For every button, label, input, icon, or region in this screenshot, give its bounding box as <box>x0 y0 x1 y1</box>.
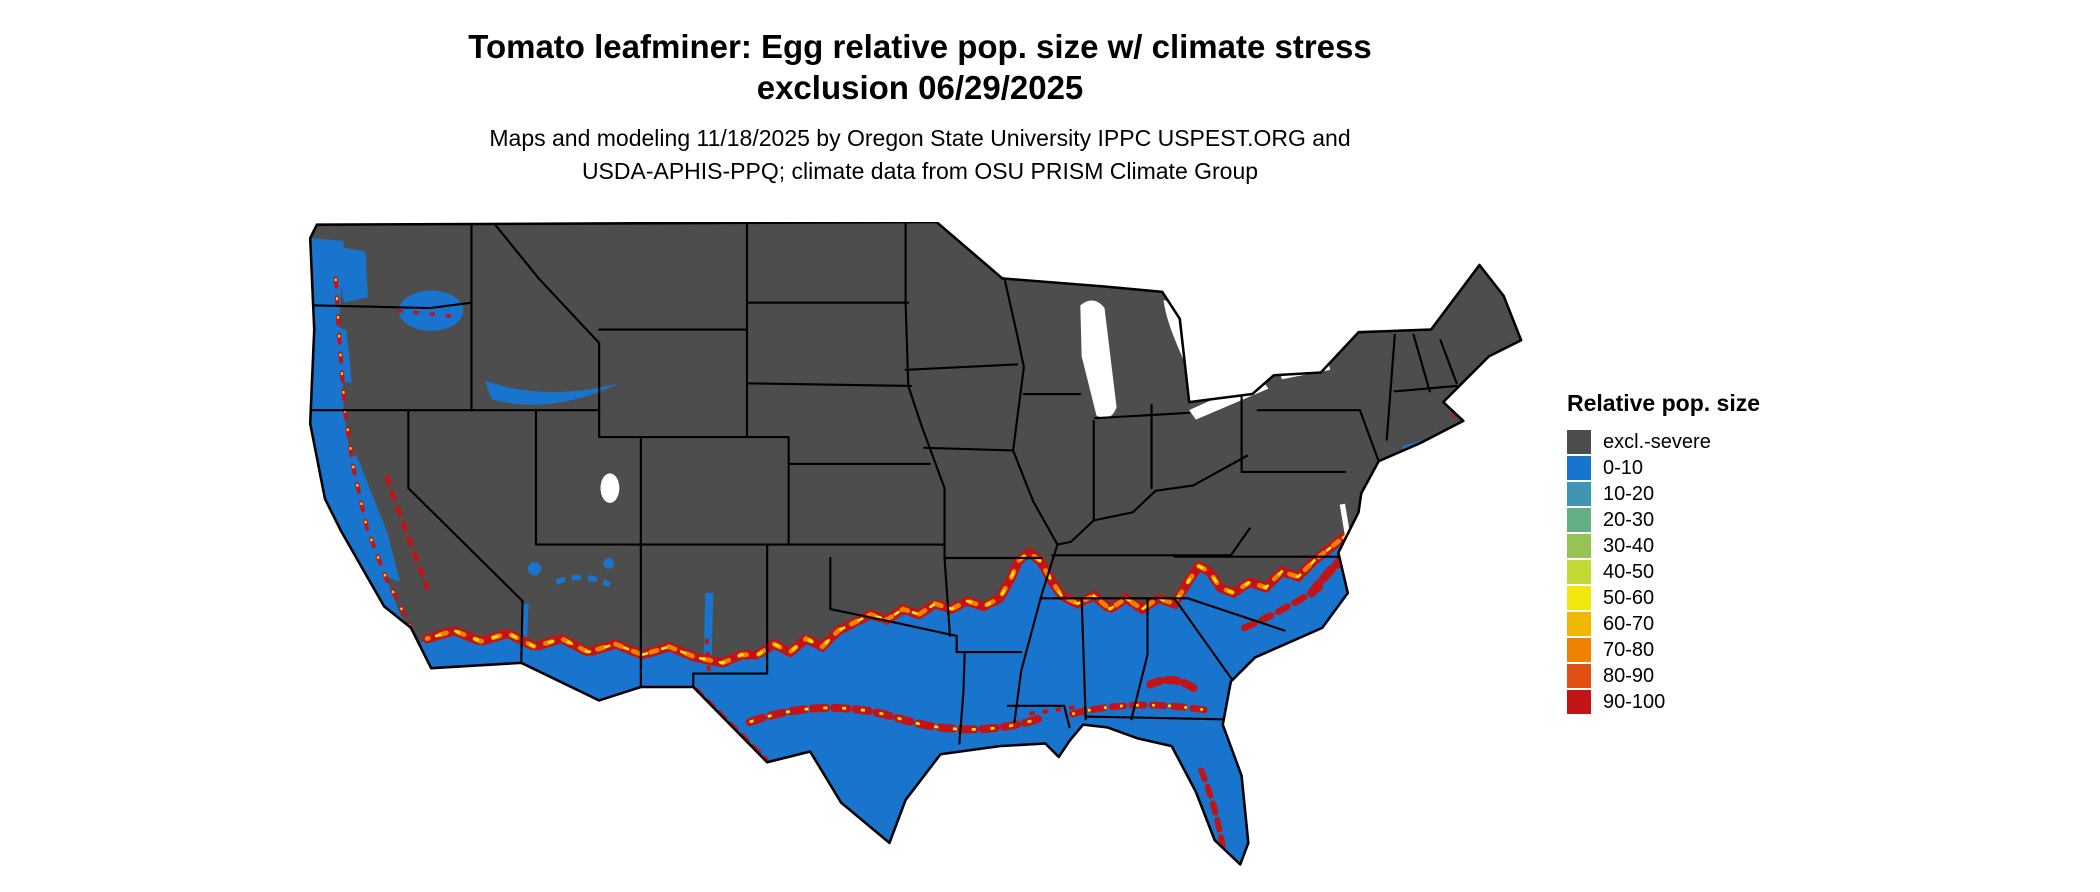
columbia-basin-region <box>398 290 464 331</box>
legend-item: excl.-severe <box>1567 429 1760 455</box>
legend-label: 60-70 <box>1603 613 1655 635</box>
georgia-florida-band <box>1068 701 1216 718</box>
great-salt-lake <box>600 473 620 503</box>
legend-item: 80-90 <box>1567 663 1760 689</box>
legend-swatch <box>1567 664 1591 688</box>
legend-item: 0-10 <box>1567 455 1760 481</box>
legend-swatch <box>1567 482 1591 506</box>
state-borders <box>310 222 1458 745</box>
legend-item: 20-30 <box>1567 507 1760 533</box>
legend-item: 10-20 <box>1567 481 1760 507</box>
legend-label: 0-10 <box>1603 457 1644 479</box>
legend-item: 60-70 <box>1567 611 1760 637</box>
us-map-svg <box>308 222 1523 878</box>
us-map <box>303 222 1527 892</box>
legend-label: 50-60 <box>1603 587 1655 609</box>
vegas-valley-region <box>527 562 542 576</box>
map-subtitle: Maps and modeling 11/18/2025 by Oregon S… <box>0 122 1840 189</box>
louisiana-coast-speckle <box>1028 703 1084 716</box>
legend-swatch <box>1567 508 1591 532</box>
legend-label: 90-100 <box>1603 691 1666 713</box>
legend-swatch <box>1567 586 1591 610</box>
lake-michigan <box>1080 300 1117 419</box>
grand-canyon-region <box>555 574 612 588</box>
puget-lowlands-region <box>335 246 368 303</box>
legend-label: excl.-severe <box>1603 431 1711 453</box>
legend-label: 80-90 <box>1603 665 1655 687</box>
legend-label: 20-30 <box>1603 509 1655 531</box>
legend-swatch <box>1567 638 1591 662</box>
legend-label: 10-20 <box>1603 483 1655 505</box>
legend-swatch <box>1567 456 1591 480</box>
legend-item: 40-50 <box>1567 559 1760 585</box>
legend-label: 70-80 <box>1603 639 1655 661</box>
legend-label: 40-50 <box>1603 561 1655 583</box>
legend-items: excl.-severe 0-10 10-20 20-30 30-40 40-50 50-6… <box>1567 429 1760 715</box>
carolinas-band <box>1240 584 1323 632</box>
map-subtitle-line2: USDA-APHIS-PPQ; climate data from OSU PR… <box>581 158 1259 185</box>
southeast-georgia-cluster <box>1146 676 1200 694</box>
legend-item: 70-80 <box>1567 637 1760 663</box>
legend-swatch <box>1567 690 1591 714</box>
legend-swatch <box>1567 534 1591 558</box>
map-title-line1: Tomato leafminer: Egg relative pop. size… <box>468 28 1372 65</box>
legend-swatch <box>1567 612 1591 636</box>
legend-swatch <box>1567 430 1591 454</box>
coast-range-speckle-yellow <box>334 278 411 626</box>
map-title-line2: exclusion 06/29/2025 <box>756 69 1084 107</box>
sierra-foothills-speckle <box>384 475 430 590</box>
legend-label: 30-40 <box>1603 535 1655 557</box>
map-subtitle-line1: Maps and modeling 11/18/2025 by Oregon S… <box>489 125 1351 151</box>
legend-item: 50-60 <box>1567 585 1760 611</box>
legend-item: 30-40 <box>1567 533 1760 559</box>
florida-ridge-band <box>1198 767 1226 852</box>
legend-title: Relative pop. size <box>1567 390 1761 416</box>
st-george-region <box>603 558 614 569</box>
gulf-texas-band <box>745 703 1050 734</box>
colorado-river-region <box>519 603 529 663</box>
legend-item: 90-100 <box>1567 689 1760 715</box>
florida-keys-speckle <box>1207 875 1234 878</box>
legend-swatch <box>1567 560 1591 584</box>
snake-plain-region <box>484 380 620 405</box>
map-title: Tomato leafminer: Egg relative pop. size… <box>0 26 1840 109</box>
legend: Relative pop. size excl.-severe 0-10 10-20… <box>1567 390 1760 715</box>
central-valley-region <box>341 443 401 583</box>
cape-cod-speckle <box>1450 410 1463 418</box>
